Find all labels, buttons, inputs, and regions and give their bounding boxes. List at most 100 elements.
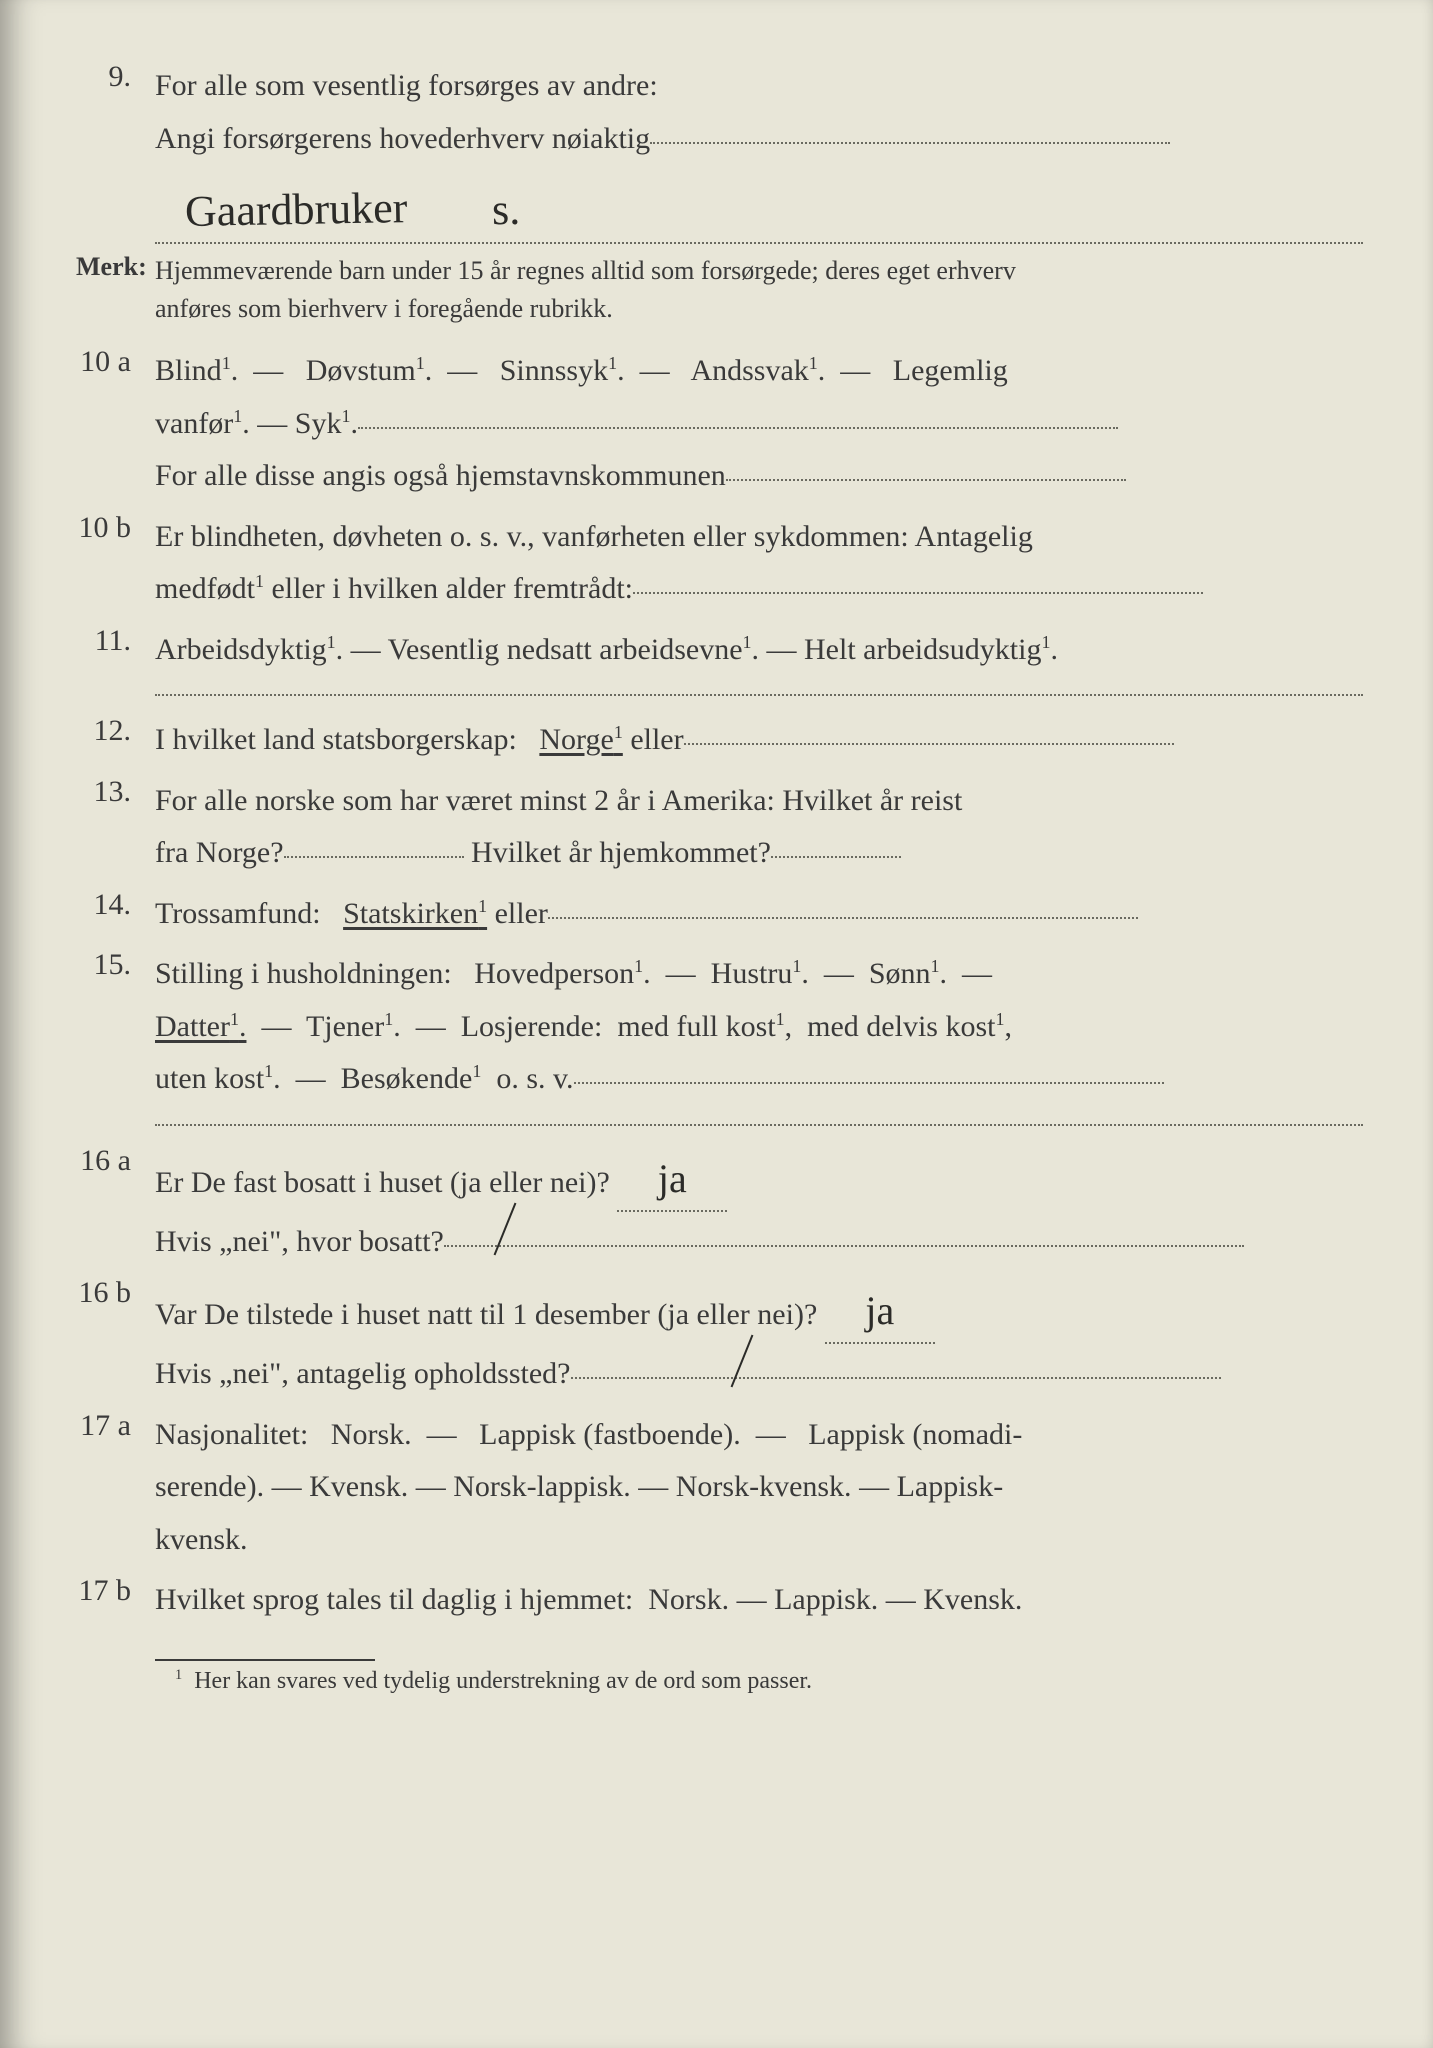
q11: 11. Arbeidsdyktig1. — Vesentlig nedsatt … xyxy=(70,624,1363,677)
merk-label: Merk: xyxy=(70,252,155,282)
q13-fra: fra Norge? xyxy=(155,836,284,869)
q14-num: 14. xyxy=(70,888,155,922)
merk-text1: Hjemmeværende barn under 15 år regnes al… xyxy=(155,256,1016,285)
q17b-o1: Lappisk. xyxy=(774,1583,878,1616)
form-page: 9. For alle som vesentlig forsørges av a… xyxy=(0,0,1433,2048)
q15-fullkost: med full kost xyxy=(617,1010,775,1043)
q11-body: Arbeidsdyktig1. — Vesentlig nedsatt arbe… xyxy=(155,624,1363,677)
q12-eller: eller xyxy=(630,723,683,756)
q17b-num: 17 b xyxy=(70,1574,155,1608)
footnote: 1 Her kan svares ved tydelig understrekn… xyxy=(175,1667,1363,1695)
q17a-o2: Lappisk (nomadi- xyxy=(808,1418,1022,1451)
footnote-text: Her kan svares ved tydelig understreknin… xyxy=(194,1668,812,1694)
q11-c: Helt arbeidsudyktig xyxy=(804,633,1041,666)
q12-text: I hvilket land statsborgerskap: xyxy=(155,723,517,756)
q9-handwritten: Gaardbruker xyxy=(184,169,408,250)
q14-eller: eller xyxy=(495,897,548,930)
q10a-opt-3: Andssvak xyxy=(690,354,808,387)
q9-line1: For alle som vesentlig forsørges av andr… xyxy=(155,69,658,102)
q9-body: For alle som vesentlig forsørges av andr… xyxy=(155,60,1363,244)
q12-body: I hvilket land statsborgerskap: Norge1 e… xyxy=(155,714,1363,767)
q15-besok: Besøkende xyxy=(341,1062,473,1095)
q10a-opt-4: Legemlig xyxy=(893,354,1008,387)
q16a-line2: Hvis „nei", hvor bosatt? xyxy=(155,1225,444,1258)
merk-text2: anføres som bierhverv i foregående rubri… xyxy=(155,294,613,323)
q17a-l2-1: Kvensk. xyxy=(309,1470,408,1503)
q14: 14. Trossamfund: Statskirken1 eller xyxy=(70,888,1363,941)
q15-osv: o. s. v. xyxy=(496,1062,573,1095)
q10a: 10 a Blind1. — Døvstum1. — Sinnssyk1. — … xyxy=(70,345,1363,503)
q10a-line3: For alle disse angis også hjemstavnskomm… xyxy=(155,459,726,492)
q10a-opt-1: Døvstum xyxy=(306,354,416,387)
q16a-q: Er De fast bosatt i huset (ja eller nei)… xyxy=(155,1166,610,1199)
q13-body: For alle norske som har været minst 2 år… xyxy=(155,775,1363,880)
q16a-body: Er De fast bosatt i huset (ja eller nei)… xyxy=(155,1144,1363,1269)
q12-num: 12. xyxy=(70,714,155,748)
q15-uten: uten kost xyxy=(155,1062,264,1095)
q14-statskirken: Statskirken1 xyxy=(343,897,487,930)
q16b-stroke xyxy=(730,1335,753,1388)
q10a-vanfor: vanfør xyxy=(155,407,233,440)
q16a-stroke xyxy=(493,1203,516,1256)
q16b-answer: ja xyxy=(865,1276,894,1346)
q10b-body: Er blindheten, døvheten o. s. v., vanfør… xyxy=(155,511,1363,616)
q10a-opt-2: Sinnssyk xyxy=(500,354,608,387)
q17b-o2: Kvensk. xyxy=(923,1583,1022,1616)
q15-sonn: Sønn xyxy=(869,957,931,990)
q13-hjem: Hvilket år hjemkommet? xyxy=(471,836,771,869)
q10b: 10 b Er blindheten, døvheten o. s. v., v… xyxy=(70,511,1363,616)
q17a-o1: Lappisk (fastboende). xyxy=(479,1418,741,1451)
q15-delvis: med delvis kost xyxy=(807,1010,995,1043)
merk-body: Hjemmeværende barn under 15 år regnes al… xyxy=(155,252,1363,327)
q9: 9. For alle som vesentlig forsørges av a… xyxy=(70,60,1363,244)
q17b: 17 b Hvilket sprog tales til daglig i hj… xyxy=(70,1574,1363,1627)
q17a-body: Nasjonalitet: Norsk. — Lappisk (fastboen… xyxy=(155,1409,1363,1567)
q16b-q: Var De tilstede i huset natt til 1 desem… xyxy=(155,1298,817,1331)
footnote-marker: 1 xyxy=(175,1667,182,1683)
q9-num: 9. xyxy=(70,60,155,94)
q12: 12. I hvilket land statsborgerskap: Norg… xyxy=(70,714,1363,767)
q10b-eller: eller i hvilken alder fremtrådt: xyxy=(271,572,633,605)
q17a-l2-0: serende). xyxy=(155,1470,264,1503)
merk-note: Merk: Hjemmeværende barn under 15 år reg… xyxy=(70,252,1363,327)
q11-num: 11. xyxy=(70,624,155,658)
q10a-opt-0: Blind xyxy=(155,354,222,387)
q17a: 17 a Nasjonalitet: Norsk. — Lappisk (fas… xyxy=(70,1409,1363,1567)
q16b-body: Var De tilstede i huset natt til 1 desem… xyxy=(155,1276,1363,1401)
q13-num: 13. xyxy=(70,775,155,809)
q9-line2: Angi forsørgerens hovederhverv nøiaktig xyxy=(155,122,650,155)
q10a-syk: Syk xyxy=(295,407,342,440)
q16b: 16 b Var De tilstede i huset natt til 1 … xyxy=(70,1276,1363,1401)
q10b-num: 10 b xyxy=(70,511,155,545)
q15-hustru: Hustru xyxy=(711,957,793,990)
q10b-line1: Er blindheten, døvheten o. s. v., vanfør… xyxy=(155,520,1033,553)
q16a: 16 a Er De fast bosatt i huset (ja eller… xyxy=(70,1144,1363,1269)
q16a-num: 16 a xyxy=(70,1144,155,1178)
q17a-num: 17 a xyxy=(70,1409,155,1443)
q15-hoved: Hovedperson xyxy=(474,957,634,990)
divider-1 xyxy=(155,694,1363,696)
q16b-num: 16 b xyxy=(70,1276,155,1310)
q17b-body: Hvilket sprog tales til daglig i hjemmet… xyxy=(155,1574,1363,1627)
footnote-rule xyxy=(155,1659,375,1661)
q15: 15. Stilling i husholdningen: Hovedperso… xyxy=(70,948,1363,1106)
q15-losj: Losjerende: xyxy=(461,1010,603,1043)
q15-tjener: Tjener xyxy=(306,1010,384,1043)
q12-norge: Norge1 xyxy=(539,723,622,756)
q17a-l2-4: Lappisk- xyxy=(897,1470,1004,1503)
q13: 13. For alle norske som har været minst … xyxy=(70,775,1363,880)
q10a-body: Blind1. — Døvstum1. — Sinnssyk1. — Andss… xyxy=(155,345,1363,503)
q14-body: Trossamfund: Statskirken1 eller xyxy=(155,888,1363,941)
q11-b: Vesentlig nedsatt arbeidsevne xyxy=(388,633,743,666)
divider-2 xyxy=(155,1124,1363,1126)
q17a-l2-3: Norsk-kvensk. xyxy=(676,1470,852,1503)
q17a-o0: Norsk. xyxy=(331,1418,412,1451)
q16b-line2: Hvis „nei", antagelig opholdssted? xyxy=(155,1357,571,1390)
q17a-l3: kvensk. xyxy=(155,1523,248,1556)
q17b-o0: Norsk. xyxy=(648,1583,729,1616)
q15-body: Stilling i husholdningen: Hovedperson1. … xyxy=(155,948,1363,1106)
q9-handwritten-suffix: s. xyxy=(492,171,521,248)
q17a-lead: Nasjonalitet: xyxy=(155,1418,308,1451)
q16a-answer: ja xyxy=(658,1144,687,1214)
q15-lead: Stilling i husholdningen: xyxy=(155,957,452,990)
